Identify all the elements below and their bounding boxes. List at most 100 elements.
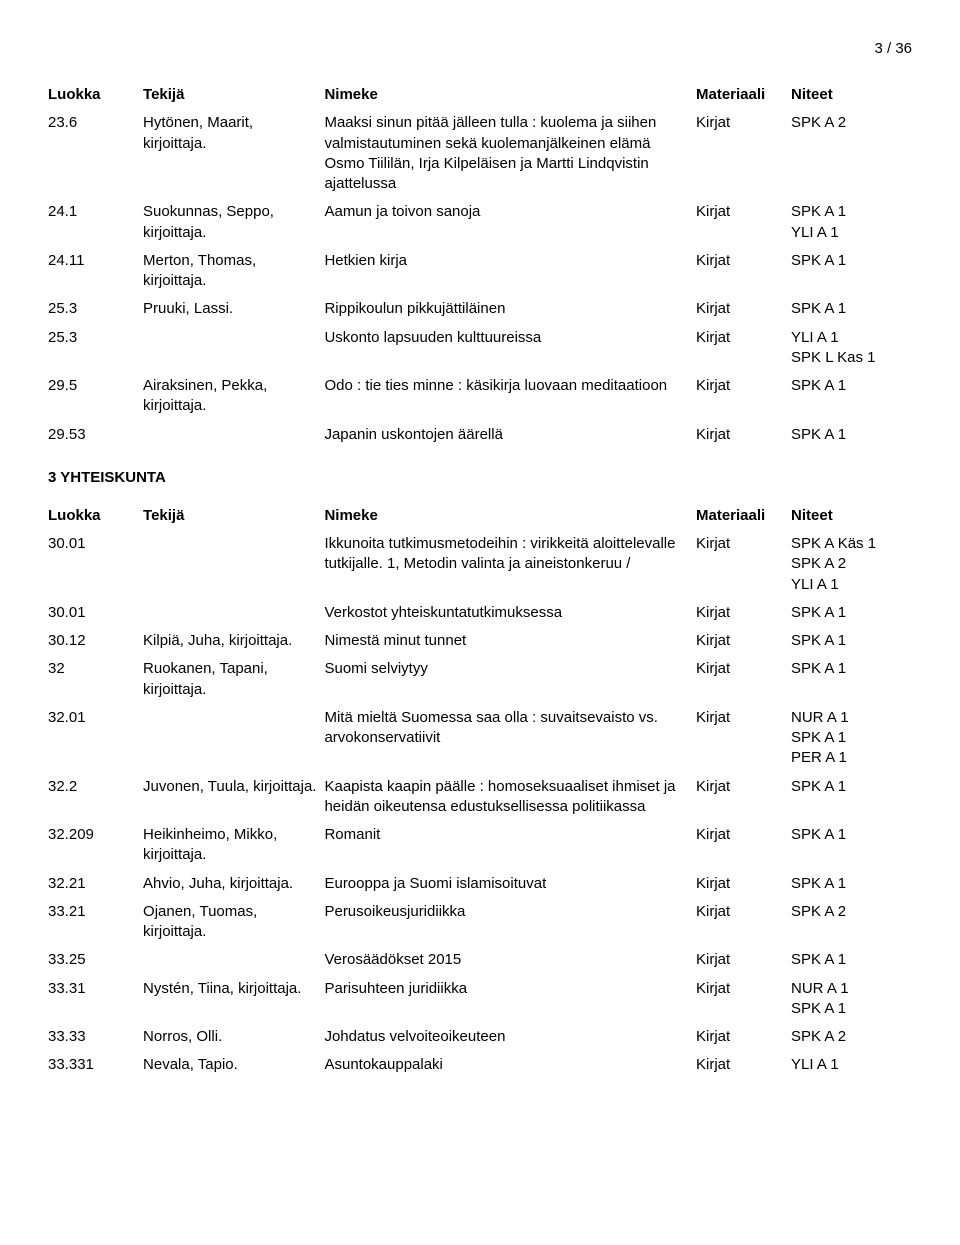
cell-nimeke: Uskonto lapsuuden kulttuureissa <box>324 324 696 373</box>
table-header-row: Luokka Tekijä Nimeke Materiaali Niteet <box>48 502 912 530</box>
cell-materiaali: Kirjat <box>696 1051 791 1079</box>
cell-niteet: SPK A 1 <box>791 295 912 323</box>
niteet-line: SPK A 2 <box>791 554 906 574</box>
table-row: 30.12Kilpiä, Juha, kirjoittaja.Nimestä m… <box>48 627 912 655</box>
cell-luokka: 32.01 <box>48 704 143 773</box>
cell-materiaali: Kirjat <box>696 421 791 449</box>
niteet-line: YLI A 1 <box>791 575 906 595</box>
cell-materiaali: Kirjat <box>696 655 791 704</box>
niteet-line: YLI A 1 <box>791 328 906 348</box>
cell-tekija: Nystén, Tiina, kirjoittaja. <box>143 975 324 1024</box>
col-header-niteet: Niteet <box>791 81 912 109</box>
niteet-line: SPK A 1 <box>791 631 906 651</box>
section-title-2: 3 YHTEISKUNTA <box>48 469 912 486</box>
cell-niteet: YLI A 1 <box>791 1051 912 1079</box>
table-row: 25.3 Uskonto lapsuuden kulttuureissaKirja… <box>48 324 912 373</box>
col-header-luokka: Luokka <box>48 502 143 530</box>
table-row: 29.5Airaksinen, Pekka, kirjoittaja.Odo :… <box>48 372 912 421</box>
cell-niteet: SPK A 1 <box>791 655 912 704</box>
cell-materiaali: Kirjat <box>696 198 791 247</box>
cell-niteet: SPK A 1 <box>791 870 912 898</box>
niteet-line: SPK A 1 <box>791 950 906 970</box>
cell-tekija: Ojanen, Tuomas, kirjoittaja. <box>143 898 324 947</box>
cell-materiaali: Kirjat <box>696 627 791 655</box>
cell-materiaali: Kirjat <box>696 324 791 373</box>
cell-nimeke: Rippikoulun pikkujättiläinen <box>324 295 696 323</box>
cell-niteet: SPK A 1 <box>791 773 912 822</box>
cell-luokka: 30.12 <box>48 627 143 655</box>
cell-luokka: 30.01 <box>48 530 143 599</box>
cell-niteet: SPK A 1YLI A 1 <box>791 198 912 247</box>
niteet-line: SPK A 1 <box>791 825 906 845</box>
table-row: 33.31Nystén, Tiina, kirjoittaja.Parisuht… <box>48 975 912 1024</box>
niteet-line: SPK A 1 <box>791 202 906 222</box>
cell-luokka: 24.1 <box>48 198 143 247</box>
cell-tekija: Nevala, Tapio. <box>143 1051 324 1079</box>
cell-materiaali: Kirjat <box>696 247 791 296</box>
cell-nimeke: Suomi selviytyy <box>324 655 696 704</box>
col-header-materiaali: Materiaali <box>696 81 791 109</box>
cell-nimeke: Eurooppa ja Suomi islamisoituvat <box>324 870 696 898</box>
cell-tekija: Ahvio, Juha, kirjoittaja. <box>143 870 324 898</box>
cell-tekija: Heikinheimo, Mikko, kirjoittaja. <box>143 821 324 870</box>
table-row: 29.53Japanin uskontojen äärelläKirjatSPK… <box>48 421 912 449</box>
cell-tekija: Pruuki, Lassi. <box>143 295 324 323</box>
cell-luokka: 32 <box>48 655 143 704</box>
cell-niteet: SPK A 1 <box>791 599 912 627</box>
col-header-luokka: Luokka <box>48 81 143 109</box>
niteet-line: SPK A 1 <box>791 999 906 1019</box>
cell-materiaali: Kirjat <box>696 975 791 1024</box>
cell-luokka: 30.01 <box>48 599 143 627</box>
cell-nimeke: Romanit <box>324 821 696 870</box>
col-header-tekija: Tekijä <box>143 81 324 109</box>
cell-nimeke: Johdatus velvoiteoikeuteen <box>324 1023 696 1051</box>
cell-tekija: Merton, Thomas, kirjoittaja. <box>143 247 324 296</box>
niteet-line: PER A 1 <box>791 748 906 768</box>
cell-materiaali: Kirjat <box>696 372 791 421</box>
cell-materiaali: Kirjat <box>696 946 791 974</box>
table-header-row: Luokka Tekijä Nimeke Materiaali Niteet <box>48 81 912 109</box>
col-header-materiaali: Materiaali <box>696 502 791 530</box>
cell-luokka: 29.5 <box>48 372 143 421</box>
niteet-line: SPK A 1 <box>791 299 906 319</box>
table-row: 25.3Pruuki, Lassi.Rippikoulun pikkujätti… <box>48 295 912 323</box>
cell-nimeke: Nimestä minut tunnet <box>324 627 696 655</box>
catalog-table-1: Luokka Tekijä Nimeke Materiaali Niteet 2… <box>48 81 912 449</box>
cell-niteet: SPK A 2 <box>791 109 912 198</box>
cell-nimeke: Odo : tie ties minne : käsikirja luovaan… <box>324 372 696 421</box>
niteet-line: SPK A 1 <box>791 251 906 271</box>
cell-nimeke: Perusoikeusjuridiikka <box>324 898 696 947</box>
cell-tekija: Ruokanen, Tapani, kirjoittaja. <box>143 655 324 704</box>
niteet-line: SPK A 1 <box>791 659 906 679</box>
cell-luokka: 25.3 <box>48 295 143 323</box>
cell-tekija: Norros, Olli. <box>143 1023 324 1051</box>
niteet-line: SPK A 2 <box>791 902 906 922</box>
cell-niteet: SPK A Käs 1SPK A 2YLI A 1 <box>791 530 912 599</box>
cell-tekija <box>143 324 324 373</box>
cell-luokka: 32.2 <box>48 773 143 822</box>
cell-tekija <box>143 421 324 449</box>
cell-tekija <box>143 946 324 974</box>
cell-niteet: NUR A 1SPK A 1 <box>791 975 912 1024</box>
cell-luokka: 33.33 <box>48 1023 143 1051</box>
niteet-line: SPK A 2 <box>791 1027 906 1047</box>
cell-niteet: SPK A 2 <box>791 1023 912 1051</box>
cell-niteet: SPK A 1 <box>791 421 912 449</box>
cell-materiaali: Kirjat <box>696 295 791 323</box>
niteet-line: SPK A 1 <box>791 603 906 623</box>
cell-niteet: SPK A 1 <box>791 372 912 421</box>
cell-tekija: Suokunnas, Seppo, kirjoittaja. <box>143 198 324 247</box>
cell-nimeke: Kaapista kaapin päälle : homoseksuaalise… <box>324 773 696 822</box>
cell-luokka: 25.3 <box>48 324 143 373</box>
table-row: 24.11Merton, Thomas, kirjoittaja.Hetkien… <box>48 247 912 296</box>
cell-nimeke: Aamun ja toivon sanoja <box>324 198 696 247</box>
cell-materiaali: Kirjat <box>696 821 791 870</box>
cell-niteet: NUR A 1SPK A 1PER A 1 <box>791 704 912 773</box>
table-row: 32.209Heikinheimo, Mikko, kirjoittaja.Ro… <box>48 821 912 870</box>
cell-tekija: Airaksinen, Pekka, kirjoittaja. <box>143 372 324 421</box>
cell-niteet: SPK A 1 <box>791 247 912 296</box>
table-row: 33.25Verosäädökset 2015KirjatSPK A 1 <box>48 946 912 974</box>
cell-materiaali: Kirjat <box>696 109 791 198</box>
cell-materiaali: Kirjat <box>696 870 791 898</box>
cell-materiaali: Kirjat <box>696 898 791 947</box>
